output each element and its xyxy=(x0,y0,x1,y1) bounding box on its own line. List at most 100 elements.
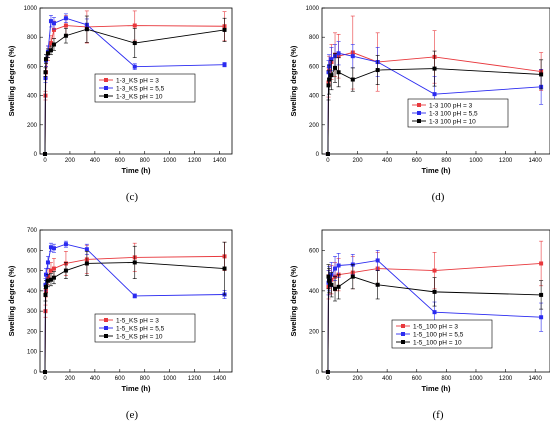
panel-c-series-2-marker xyxy=(63,33,68,38)
panel-c-series-0-marker xyxy=(51,27,56,32)
panel-e-series-2-marker xyxy=(132,260,137,265)
panel-e-legend-entry: 1-5_KS pH = 3 xyxy=(116,317,159,324)
panel-f-series-2-marker xyxy=(375,282,380,287)
panel-f-series-1-marker xyxy=(375,258,380,263)
panel-c-xtick-label: 1200 xyxy=(188,158,202,164)
panel-e-series-1-marker xyxy=(45,260,50,265)
panel-e-legend-swatch-marker xyxy=(104,326,108,330)
panel-c-series-2-marker xyxy=(43,70,48,75)
panel-c-series-1-marker xyxy=(132,64,137,69)
panel-f-series-1-marker xyxy=(432,310,437,315)
panel-d-series-2 xyxy=(325,50,544,156)
panel-e-xtick-label: 200 xyxy=(65,376,76,382)
panel-c-ytick-label: 0 xyxy=(34,152,38,158)
panel-e-series-1-marker xyxy=(48,245,53,250)
panel-c-legend: 1-3_KS pH = 31-3_KS pH = 5,51-3_KS pH = … xyxy=(94,73,196,103)
panel-e-legend-entry: 1-5_KS pH = 10 xyxy=(116,333,163,340)
panel-f-legend-swatch-marker xyxy=(401,324,405,328)
panel-c-xtick-label: 400 xyxy=(90,158,101,164)
panel-c-series-1-marker xyxy=(222,62,227,67)
panel-c-series-2-marker xyxy=(42,152,47,156)
panel-e-ytick-label: 100 xyxy=(27,350,38,356)
panel-c-series-2-marker xyxy=(48,48,53,53)
panel-d-xtick-label: 600 xyxy=(412,158,423,164)
panel-e-series-2-marker xyxy=(51,275,56,280)
panel-e-series-1-marker xyxy=(51,246,56,251)
panel-d-series-2-marker xyxy=(350,77,355,82)
panel-f-legend-swatch-marker xyxy=(401,332,405,336)
panel-f-xtick-label: 400 xyxy=(382,376,393,382)
panel-f-xtick-label: 200 xyxy=(353,376,364,382)
panel-d-series-2-marker xyxy=(326,83,331,88)
panel-e-series-1-marker xyxy=(84,247,89,252)
panel-f-x-axis-title: Time (h) xyxy=(421,384,451,393)
panel-c-series-2-marker xyxy=(43,57,48,62)
panel-e-xtick-label: 1200 xyxy=(188,376,202,382)
panel-d-label: (d) xyxy=(432,191,445,203)
panel-d-series-2-marker xyxy=(325,152,330,156)
panel-c-series-0-marker xyxy=(48,41,53,46)
panel-c-series-2 xyxy=(42,15,227,156)
panel-e-series-2-marker xyxy=(222,266,227,271)
panel-f-series-0-marker xyxy=(539,261,544,266)
panel-f-series-2-marker xyxy=(333,286,338,291)
panel-e-xtick-label: 0 xyxy=(43,376,47,382)
panel-d-series-1-marker xyxy=(336,51,341,56)
panel-e-series-1-marker xyxy=(43,282,48,287)
panel-f-legend-entry: 1-5_100 pH = 3 xyxy=(413,323,458,330)
panel-c-series-2-marker xyxy=(84,27,89,32)
panel-f-chart: 0 200 400 600 800 1000 1200 1400 0 200 400 600 Time … xyxy=(289,229,550,421)
panel-c-xtick-label: 1000 xyxy=(163,158,177,164)
panel-c-ytick-label: 1000 xyxy=(24,6,38,12)
panel-f-ytick-label: 600 xyxy=(309,248,320,254)
panel-c-label: (c) xyxy=(126,191,139,203)
panel-f-y-axis-title: Swelling degree (%) xyxy=(289,265,298,336)
panel-c-plot-frame xyxy=(39,7,233,155)
panel-e-legend-swatch-marker xyxy=(104,318,108,322)
panel-e-xtick-label: 1000 xyxy=(163,376,177,382)
panel-d-series-2-marker xyxy=(375,68,380,73)
panel-d-legend-swatch-marker xyxy=(417,119,421,123)
panel-e-ytick-label: 500 xyxy=(27,269,38,275)
panel-d-legend: 1-3 100 pH = 31-3 100 pH = 5,51-3 100 pH… xyxy=(407,98,509,128)
panel-c-chart: 0 200 400 600 800 1000 1200 1400 0 200 400 600 800 10… xyxy=(7,6,233,203)
panel-f-series-2-marker xyxy=(325,370,330,374)
panel-f-ytick-label: 0 xyxy=(316,370,320,376)
panel-d-ytick-label: 800 xyxy=(309,35,320,41)
panel-e-series-2-marker xyxy=(42,370,47,374)
panel-d-series-1-marker xyxy=(329,57,334,62)
panel-c-ytick-label: 800 xyxy=(27,35,38,41)
panel-d-plot-frame xyxy=(321,7,550,155)
panel-c-legend-entry: 1-3_KS pH = 5,5 xyxy=(116,85,165,92)
panel-d-ytick-label: 600 xyxy=(309,64,320,70)
panel-f-series-1-marker xyxy=(539,315,544,320)
panel-f-legend-swatch-marker xyxy=(401,340,405,344)
panel-d-series-2-marker xyxy=(333,65,338,70)
panel-d-xtick-label: 200 xyxy=(353,158,364,164)
panel-d-legend-entry: 1-3 100 pH = 3 xyxy=(429,102,473,109)
panel-f-series-2-marker xyxy=(327,278,332,283)
panel-f-series-2-marker xyxy=(539,292,544,297)
panel-d-ytick-label: 0 xyxy=(316,152,320,158)
panel-d-x-axis-title: Time (h) xyxy=(421,166,451,175)
panel-e-ytick-label: 400 xyxy=(27,289,38,295)
panel-f-series-2-marker xyxy=(336,284,341,289)
panel-e-series-0-marker xyxy=(51,266,56,271)
panel-f-series-2-marker xyxy=(329,282,334,287)
panel-e-plot-frame xyxy=(39,229,233,373)
panel-c-y-axis-title: Swelling degree (%) xyxy=(7,45,16,116)
panel-f-legend: 1-5_100 pH = 31-5_100 pH = 5,51-5_100 pH… xyxy=(391,319,493,349)
panel-e-x-axis-title: Time (h) xyxy=(121,384,151,393)
panel-e-series-1-marker xyxy=(132,293,137,298)
panel-d-series-1-marker xyxy=(432,92,437,97)
panel-d-ytick-label: 400 xyxy=(309,94,320,100)
panel-f-series-2-marker xyxy=(432,289,437,294)
panel-c-series-2-marker xyxy=(222,27,227,32)
panel-c-series-2-marker xyxy=(132,41,137,46)
panel-c-xtick-label: 600 xyxy=(115,158,126,164)
panel-d-chart: 0 200 400 600 800 1000 1200 1400 0 200 400 600 800 10… xyxy=(289,6,550,203)
panel-e-series-2-marker xyxy=(48,277,53,282)
panel-c-ytick-label: 200 xyxy=(27,123,38,129)
panel-f-series-1-marker xyxy=(333,266,338,271)
